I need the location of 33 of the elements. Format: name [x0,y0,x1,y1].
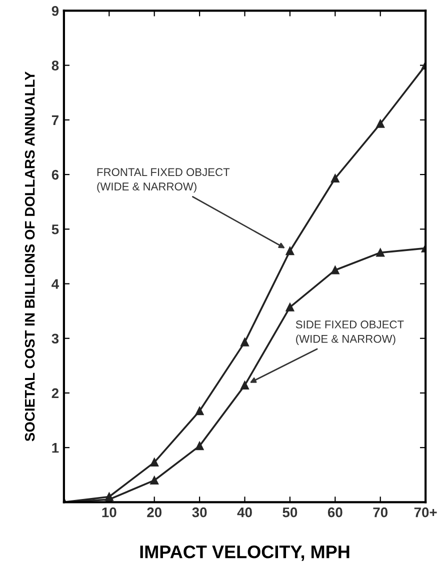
x-tick-label: 60 [328,507,342,518]
point [195,406,204,416]
annotation: SIDE FIXED OBJECT (WIDE & NARROW) [296,320,404,345]
y-axis-title: SOCIETAL COST IN BILLIONS OF DOLLARS ANNUALLY [24,71,35,442]
x-tick-label: 20 [147,507,162,518]
y-tick-label: 9 [52,6,59,16]
y-tick-label: 1 [52,443,59,453]
point [195,442,204,450]
x-tick-label: 40 [237,507,252,518]
y-tick-label: 6 [52,170,59,180]
point [286,303,294,312]
x-tick-label: 10 [102,507,116,518]
y-tick-label: 5 [52,224,59,234]
annotation: FRONTAL FIXED OBJECT (WIDE & NARROW) [97,168,230,193]
x-tick-label: 30 [192,507,207,518]
point [330,266,340,274]
x-tick-label: 70+ [414,507,437,518]
point [240,338,249,346]
y-tick-label: 4 [52,279,60,289]
point [150,458,159,466]
y-tick-label: 8 [52,60,59,70]
x-axis-title: IMPACT VELOCITY, MPH [140,545,350,561]
y-tick-label: 2 [52,388,59,398]
point [330,174,340,183]
point [286,246,294,256]
point [150,476,159,485]
y-tick-label: 3 [52,334,59,344]
x-tick-label: 50 [282,507,298,518]
point [376,248,385,257]
point [376,120,385,128]
x-tick-label: 70 [373,507,388,518]
y-tick-label: 7 [52,115,58,125]
point [240,381,249,390]
